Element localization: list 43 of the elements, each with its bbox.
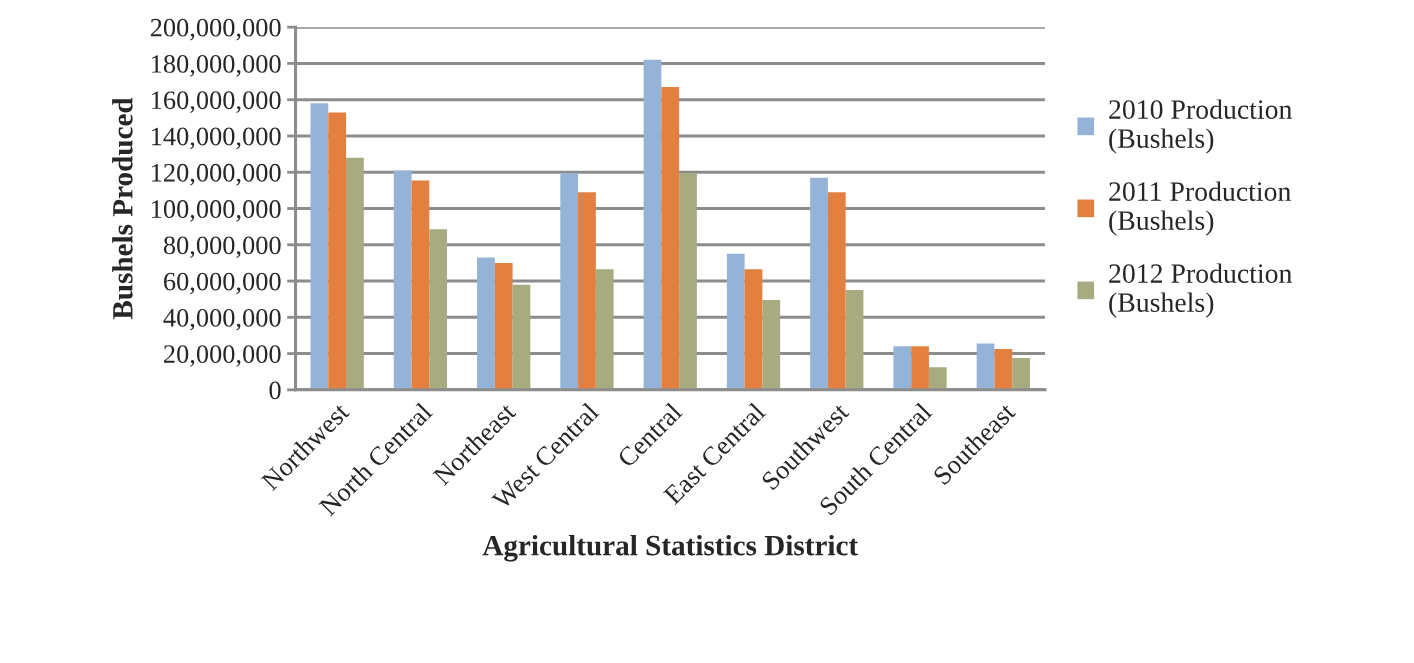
y-tick-label: 100,000,000: [152, 200, 281, 222]
y-tick-label: 180,000,000: [152, 55, 281, 77]
y-tick-label: 60,000,000: [164, 272, 281, 295]
bar: [661, 87, 680, 390]
bar: [679, 173, 697, 390]
y-tick-label: 20,000,000: [164, 345, 281, 367]
y-tick-label: 0: [269, 381, 281, 400]
bar: [310, 103, 329, 390]
bar: [346, 157, 364, 390]
bar: [643, 59, 662, 390]
bar: [393, 170, 412, 390]
y-axis-title: Bushels Produced: [112, 97, 133, 320]
bar: [560, 173, 579, 390]
bar: [762, 300, 781, 390]
y-tick-label: 120,000,000: [152, 163, 281, 186]
bar: [477, 257, 495, 390]
legend-label: 2012 Production (Bushels): [1109, 263, 1292, 318]
bar: [1012, 358, 1030, 390]
y-tick-label: 140,000,000: [152, 127, 281, 150]
bar: [911, 346, 929, 390]
y-tick-label: 200,000,000: [150, 18, 281, 41]
y-tick-label: 80,000,000: [163, 236, 281, 258]
bar: [976, 343, 995, 390]
bar: [928, 367, 947, 390]
bar: [578, 192, 596, 390]
bar: [411, 180, 430, 390]
bar: [994, 349, 1013, 390]
bar: [893, 346, 912, 390]
bar: [429, 229, 448, 390]
bar: [845, 290, 864, 390]
bar: [512, 284, 531, 390]
bar: [827, 192, 846, 390]
legend-label: 2010 Production (Bushels): [1109, 99, 1292, 154]
y-tick-label: 160,000,000: [152, 91, 281, 113]
y-tick-label: 40,000,000: [163, 308, 281, 331]
legend-label: 2011 Production (Bushels): [1109, 181, 1291, 236]
bar: [494, 262, 513, 390]
bar: [726, 253, 745, 390]
bar: [595, 269, 614, 390]
bar: [328, 112, 347, 390]
bar: [810, 177, 828, 390]
x-axis-title: Agricultural Statistics District: [482, 534, 859, 562]
bar: [744, 269, 763, 390]
